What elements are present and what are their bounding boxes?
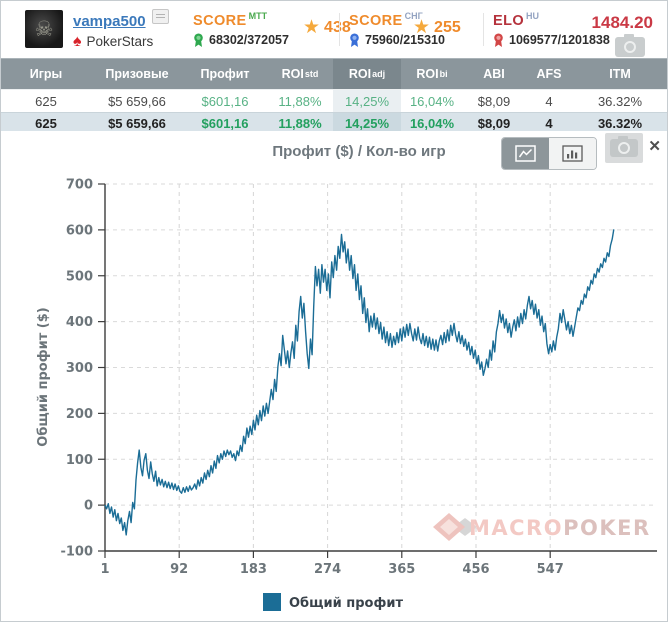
user-block: vampa500 ♠ PokerStars: [73, 9, 169, 49]
bar-chart-icon: [562, 145, 583, 162]
cell-itm: 36.32%: [597, 116, 643, 131]
stats-table: Игры Призовые Профит ROI std ROI adj ROI bi ABI AF…: [1, 58, 667, 135]
col-header-профит[interactable]: Профит: [200, 67, 250, 81]
col-header-roiadj[interactable]: ROI adj: [333, 59, 401, 89]
cell-профит: $601,16: [201, 116, 249, 131]
col-header-abi[interactable]: ABI: [483, 67, 505, 81]
score-mtt-stars: ★ 438: [303, 18, 351, 37]
divider: [339, 13, 340, 46]
cell-roistd: 11,88%: [278, 116, 322, 131]
close-icon[interactable]: ✕: [648, 138, 661, 155]
medal-icon-red: [494, 33, 503, 47]
cell-игры: 625: [35, 116, 57, 131]
elo-rating: 1484.20: [591, 13, 653, 32]
pokerstars-spade-icon: ♠: [73, 32, 82, 50]
score-sng-block: SCORE СНГ 75960/215310: [349, 11, 445, 48]
score-sng-ratio: 75960/215310: [365, 33, 445, 48]
score-label: ELO: [493, 12, 525, 29]
cell-abi: $8,09: [477, 116, 511, 131]
score-sng-title: SCORE СНГ: [349, 11, 445, 29]
cell-roiadj: 14,25%: [333, 113, 401, 134]
score-sup-mtt: MTT: [248, 11, 268, 21]
cell-профит: $601,16: [201, 93, 249, 109]
score-mtt-block: SCORE MTT 68302/372057: [193, 11, 289, 48]
score-elo-ratio: 1069577/1201838: [509, 33, 610, 48]
score-mtt-star-value: 438: [324, 18, 351, 36]
cell-roibi: 16,04%: [409, 116, 455, 131]
chart-title: Профит ($) / Кол-во игр: [272, 143, 446, 160]
col-header-roibi[interactable]: ROI bi: [416, 67, 448, 81]
score-sup-sng: СНГ: [404, 11, 423, 21]
cell-roibi: 16,04%: [409, 93, 455, 109]
cell-игры: 625: [35, 93, 57, 109]
username-link[interactable]: vampa500: [73, 13, 146, 30]
cell-abi: $8,09: [477, 93, 511, 109]
bar-chart-toggle[interactable]: [549, 138, 596, 169]
player-header: ☠ vampa500 ♠ PokerStars SCORE MTT 68302/3…: [1, 1, 667, 58]
stats-table-body: 625 $5 659,66 $601,16 11,88% 14,25% 16,04% $8,…: [1, 89, 667, 135]
stats-row-1: 625 $5 659,66 $601,16 11,88% 14,25% 16,04% $8,…: [1, 89, 667, 112]
score-label: SCORE: [349, 12, 403, 29]
col-header-призовые[interactable]: Призовые: [105, 67, 169, 81]
col-header-afs[interactable]: AFS: [536, 67, 562, 81]
cell-roistd: 11,88%: [278, 93, 322, 109]
cell-призовые: $5 659,66: [108, 116, 166, 131]
chart-panel: Профит ($) / Кол-во игр ✕: [1, 131, 667, 621]
score-mtt-ratio: 68302/372057: [209, 33, 289, 48]
line-chart-icon: [515, 145, 536, 162]
cell-roiadj: 14,25%: [333, 90, 401, 112]
camera-icon[interactable]: [615, 34, 645, 57]
note-icon[interactable]: [151, 9, 169, 24]
medal-icon-green: [194, 33, 203, 47]
score-mtt-title: SCORE MTT: [193, 11, 289, 29]
star-icon: ★: [413, 17, 431, 38]
cell-itm: 36.32%: [597, 93, 643, 109]
medal-icon-blue: [350, 33, 359, 47]
poker-site: ♠ PokerStars: [73, 32, 169, 50]
score-label: SCORE: [193, 12, 247, 29]
site-name: PokerStars: [86, 34, 154, 49]
chart-type-toggle: [501, 137, 597, 170]
score-sng-star-value: 255: [434, 18, 461, 36]
stats-row-2: 625 $5 659,66 $601,16 11,88% 14,25% 16,04% $8,…: [1, 112, 667, 135]
star-icon: ★: [303, 17, 321, 38]
divider: [483, 13, 484, 46]
camera-icon: [610, 136, 638, 157]
stats-table-header: Игры Призовые Профит ROI std ROI adj ROI bi ABI AF…: [1, 58, 667, 89]
score-sup-hu: HU: [526, 11, 540, 21]
player-avatar: ☠: [25, 10, 63, 48]
col-header-игры[interactable]: Игры: [29, 67, 63, 81]
cell-afs: 4: [545, 93, 553, 109]
cell-afs: 4: [545, 116, 553, 131]
col-header-roistd[interactable]: ROI std: [281, 67, 319, 81]
score-elo-title: ELO HU: [493, 11, 610, 29]
chart-camera-button[interactable]: [605, 133, 643, 163]
score-sng-stars: ★ 255: [413, 18, 461, 37]
score-elo-block: ELO HU 1069577/1201838: [493, 11, 610, 48]
line-chart-toggle[interactable]: [502, 138, 549, 169]
col-header-itm[interactable]: ITM: [609, 67, 631, 81]
cell-призовые: $5 659,66: [108, 93, 166, 109]
